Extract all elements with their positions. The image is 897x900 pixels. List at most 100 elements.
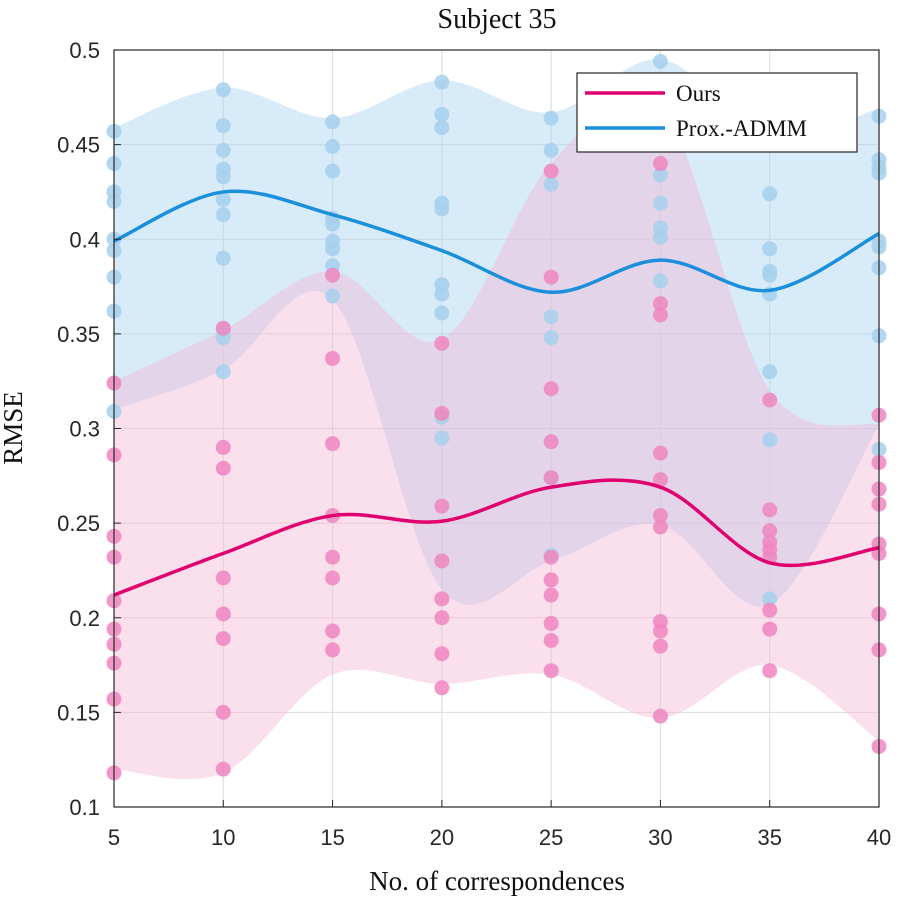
point-prox-admm (543, 142, 559, 158)
x-tick-label: 25 (539, 825, 563, 850)
point-ours (652, 708, 668, 724)
x-tick-label: 10 (211, 825, 235, 850)
point-ours (325, 642, 341, 658)
y-tick-label: 0.5 (69, 38, 100, 63)
point-prox-admm (215, 250, 231, 266)
point-ours (434, 646, 450, 662)
point-prox-admm (543, 110, 559, 126)
point-ours (762, 502, 778, 518)
point-ours (762, 621, 778, 637)
x-tick-label: 30 (648, 825, 672, 850)
point-ours (325, 549, 341, 565)
point-ours (543, 572, 559, 588)
point-ours (543, 470, 559, 486)
point-prox-admm (215, 82, 231, 98)
point-prox-admm (543, 330, 559, 346)
y-tick-label: 0.35 (57, 322, 100, 347)
x-tick-label: 5 (108, 825, 120, 850)
point-prox-admm (762, 432, 778, 448)
point-prox-admm (215, 118, 231, 134)
point-ours (215, 761, 231, 777)
point-ours (762, 523, 778, 539)
point-ours (434, 680, 450, 696)
point-ours (215, 631, 231, 647)
point-ours (762, 392, 778, 408)
x-tick-label: 20 (430, 825, 454, 850)
point-prox-admm (434, 201, 450, 217)
point-ours (434, 335, 450, 351)
point-prox-admm (543, 176, 559, 192)
x-tick-label: 40 (867, 825, 891, 850)
point-ours (652, 623, 668, 639)
point-ours (652, 156, 668, 172)
x-tick-label: 15 (320, 825, 344, 850)
point-ours (215, 704, 231, 720)
point-ours (434, 591, 450, 607)
point-ours (652, 508, 668, 524)
point-prox-admm (762, 267, 778, 283)
legend: Ours Prox.-ADMM (576, 72, 858, 153)
point-ours (434, 553, 450, 569)
y-tick-labels: 0.1 0.15 0.2 0.25 0.3 0.35 0.4 0.45 0.5 (57, 38, 121, 820)
legend-label-prox-admm: Prox.-ADMM (676, 116, 807, 141)
point-prox-admm (434, 286, 450, 302)
point-ours (543, 632, 559, 648)
point-prox-admm (325, 241, 341, 257)
y-tick-label: 0.1 (69, 795, 100, 820)
point-ours (325, 350, 341, 366)
point-prox-admm (434, 106, 450, 122)
point-ours (325, 267, 341, 283)
point-prox-admm (434, 74, 450, 90)
point-ours (215, 570, 231, 586)
y-tick-label: 0.2 (69, 606, 100, 631)
point-prox-admm (434, 305, 450, 321)
point-ours (543, 381, 559, 397)
point-ours (215, 320, 231, 336)
mean-line-prox-admm (113, 189, 880, 294)
point-prox-admm (434, 430, 450, 446)
point-prox-admm (762, 241, 778, 257)
point-prox-admm (652, 195, 668, 211)
point-ours (325, 436, 341, 452)
point-ours (762, 663, 778, 679)
x-tick-label: 35 (757, 825, 781, 850)
chart-title: Subject 35 (438, 4, 557, 35)
point-ours (215, 439, 231, 455)
point-ours (652, 307, 668, 323)
y-tick-label: 0.25 (57, 511, 100, 536)
point-ours (434, 405, 450, 421)
x-tick-labels: 5 10 15 20 25 30 35 40 (108, 800, 891, 850)
point-prox-admm (325, 216, 341, 232)
point-prox-admm (215, 142, 231, 158)
point-ours (652, 519, 668, 535)
y-tick-label: 0.45 (57, 133, 100, 158)
point-ours (762, 602, 778, 618)
point-prox-admm (325, 288, 341, 304)
point-prox-admm (325, 163, 341, 179)
point-ours (543, 163, 559, 179)
point-ours (543, 269, 559, 285)
point-ours (325, 570, 341, 586)
point-ours (543, 663, 559, 679)
point-ours (434, 610, 450, 626)
mean-lines (113, 189, 880, 597)
point-prox-admm (325, 139, 341, 155)
point-ours (652, 472, 668, 488)
point-ours (652, 445, 668, 461)
point-ours (652, 638, 668, 654)
point-prox-admm (215, 192, 231, 208)
point-prox-admm (762, 591, 778, 607)
point-ours (215, 460, 231, 476)
point-prox-admm (215, 364, 231, 380)
point-prox-admm (762, 364, 778, 380)
point-ours (543, 434, 559, 450)
band-prox-admm (114, 59, 879, 607)
point-prox-admm (543, 309, 559, 325)
point-ours (652, 296, 668, 312)
y-axis-label: RMSE (0, 391, 28, 465)
y-tick-label: 0.3 (69, 417, 100, 442)
legend-label-ours: Ours (676, 81, 721, 106)
point-prox-admm (215, 169, 231, 185)
point-ours (543, 615, 559, 631)
